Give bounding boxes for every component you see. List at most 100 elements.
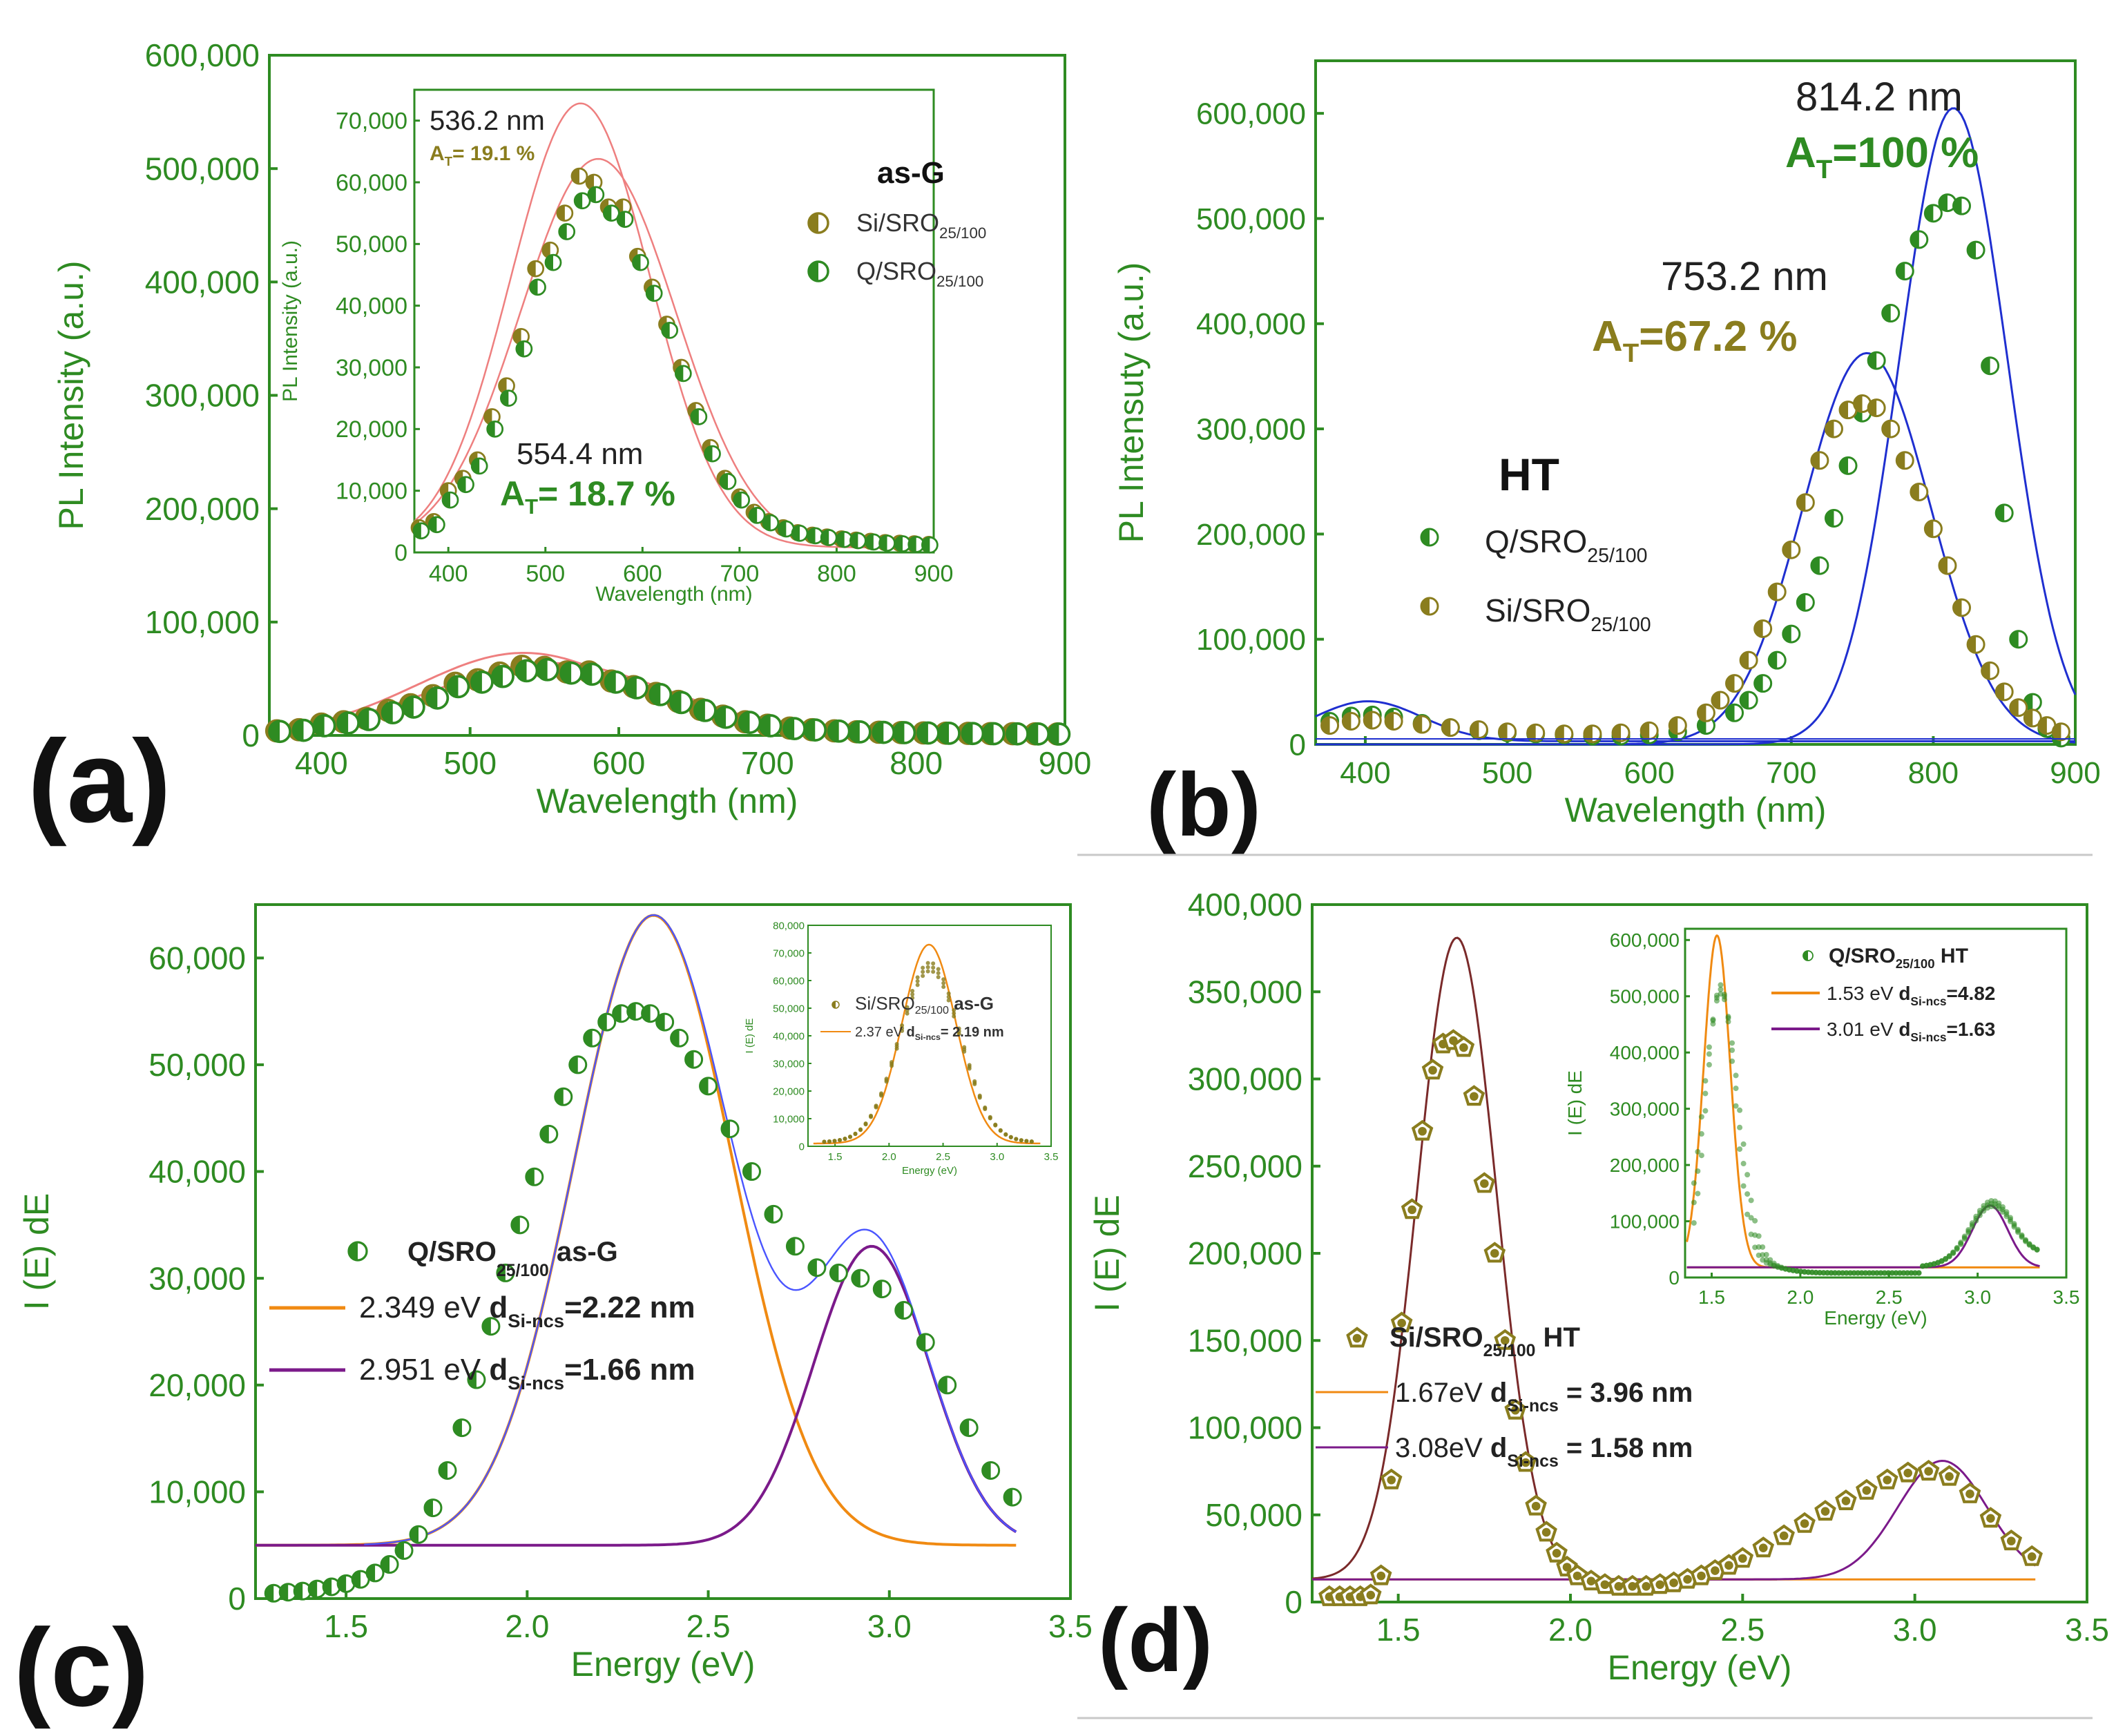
marker-fill	[516, 660, 527, 682]
marker-fill	[448, 676, 459, 697]
marker-fill	[2010, 630, 2019, 648]
x-tick-label: 3.5	[2053, 1286, 2080, 1308]
x-axis-label: Energy (eV)	[1608, 1648, 1792, 1687]
marker-fill	[1584, 725, 1593, 742]
marker-fill	[787, 1237, 796, 1255]
y-tick-label: 100,000	[1188, 1410, 1302, 1446]
marker-fill	[784, 718, 795, 740]
x-tick-label: 500	[1482, 756, 1532, 790]
marker-fill	[1531, 1501, 1541, 1511]
y-tick-label: 600,000	[1610, 929, 1680, 951]
data-point	[1748, 1215, 1754, 1221]
y-tick-label: 150,000	[1188, 1322, 1302, 1358]
data-point	[1878, 1270, 1884, 1276]
data-point	[803, 718, 827, 742]
data-point	[693, 699, 717, 722]
data-point	[616, 211, 634, 228]
text-part: Si/SRO	[1485, 592, 1590, 628]
x-axis-label: Energy (eV)	[571, 1645, 756, 1684]
marker-fill	[656, 1014, 665, 1031]
x-tick-label: 3.0	[1893, 1612, 1937, 1648]
marker-fill	[542, 242, 550, 258]
data-point	[336, 1574, 356, 1593]
marker-fill	[808, 1259, 817, 1276]
y-tick-label: 100,000	[145, 604, 260, 640]
data-point	[925, 961, 930, 965]
data-point	[1885, 1270, 1892, 1276]
marker-fill	[443, 492, 451, 508]
marker-fill	[1882, 421, 1891, 438]
data-point	[762, 514, 780, 532]
marker-fill	[1480, 1179, 1489, 1188]
data-point	[1702, 1108, 1709, 1114]
text-part: = 19.1 %	[452, 142, 535, 165]
text-part: A	[1785, 129, 1816, 177]
data-point	[1908, 1270, 1914, 1276]
data-point	[690, 408, 708, 425]
y-tick-label: 70,000	[773, 947, 805, 959]
y-tick-label: 200,000	[145, 491, 260, 527]
x-tick-label: 1.5	[1376, 1612, 1421, 1648]
marker-fill	[961, 1419, 970, 1436]
data-point	[1640, 721, 1659, 740]
text-part: 25/100	[1896, 956, 1935, 971]
data-point	[1867, 398, 1886, 418]
marker-fill	[1924, 1467, 1933, 1476]
text-part: =100 %	[1832, 129, 1979, 177]
y-tick-label: 300,000	[1196, 412, 1306, 446]
data-point	[674, 365, 692, 383]
data-point	[1881, 1270, 1887, 1276]
marker-fill	[1397, 1318, 1406, 1328]
data-point	[1739, 650, 1758, 670]
marker-fill	[836, 532, 845, 548]
marker-fill	[962, 723, 973, 744]
data-point	[1483, 1242, 1506, 1263]
data-point	[1721, 996, 1727, 1003]
y-axis-label: I (E) dE	[744, 1019, 756, 1054]
marker-fill	[1996, 683, 2005, 700]
data-point	[738, 711, 762, 734]
data-point	[587, 186, 605, 204]
data-point	[848, 1135, 853, 1139]
legend-title: HT	[1499, 449, 1559, 500]
text-part: Si-ncs	[508, 1310, 564, 1331]
marker-fill	[849, 721, 860, 742]
marker-fill	[1527, 724, 1536, 742]
data-point	[900, 1023, 905, 1028]
marker-fill	[762, 515, 771, 531]
y-tick-label: 500,000	[1610, 986, 1680, 1007]
y-tick-label: 50,000	[148, 1047, 246, 1083]
data-point	[1917, 1460, 1940, 1481]
y-tick-label: 10,000	[773, 1113, 805, 1125]
data-point	[2003, 1213, 2010, 1219]
marker-fill	[1343, 713, 1352, 730]
data-point	[412, 522, 430, 540]
y-tick-label: 40,000	[336, 293, 407, 320]
marker-fill	[2038, 717, 2047, 734]
marker-fill	[492, 666, 503, 687]
data-point	[884, 1077, 889, 1081]
data-point	[498, 377, 515, 395]
data-point	[946, 994, 951, 999]
data-point	[719, 472, 737, 490]
data-point	[446, 675, 470, 699]
data-point	[843, 1137, 847, 1141]
x-axis-label: Wavelength (nm)	[537, 782, 798, 820]
marker-fill	[487, 421, 495, 437]
x-tick-label: 1.5	[324, 1608, 368, 1644]
data-point	[1996, 1206, 2002, 1212]
data-point	[1782, 540, 1801, 559]
data-point	[941, 981, 946, 985]
data-point	[1767, 1257, 1773, 1263]
y-tick-label: 0	[1285, 1584, 1302, 1620]
data-point	[1950, 1250, 1956, 1256]
data-point	[1611, 723, 1631, 742]
data-point	[2051, 722, 2070, 742]
text-part: d	[489, 1353, 508, 1387]
marker-fill	[413, 523, 421, 539]
text-part: =1.63	[1947, 1019, 1996, 1040]
marker-fill	[294, 1583, 303, 1600]
data-point	[1026, 722, 1050, 746]
data-point	[1733, 1086, 1739, 1092]
data-point	[1952, 196, 1972, 215]
